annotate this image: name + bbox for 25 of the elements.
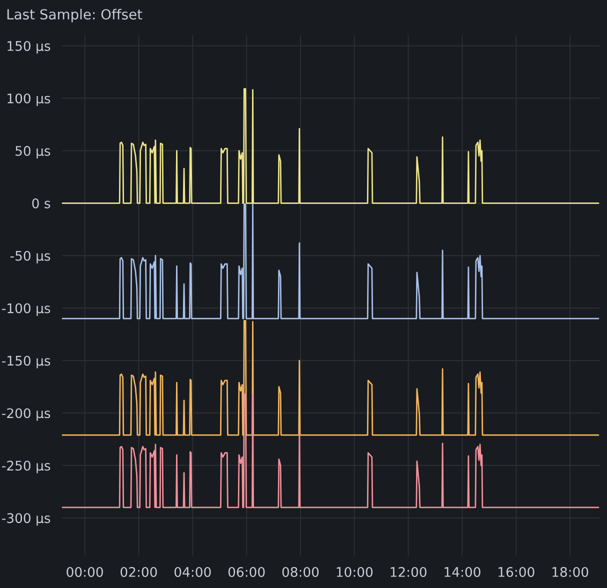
y-tick-label: -150 µs [2, 356, 50, 368]
y-tick-label: 50 µs [16, 146, 50, 158]
y-tick-label: -200 µs [2, 408, 50, 421]
y-tick-label: -250 µs [2, 460, 50, 474]
x-tick-label: 16:00 [498, 567, 534, 577]
y-tick-label: 100 µs [8, 93, 50, 106]
x-tick-label: 10:00 [336, 567, 373, 577]
chart-title: Last Sample: Offset [7, 8, 142, 22]
line-series [62, 88, 600, 204]
y-tick-label: -100 µs [2, 303, 50, 316]
line-series [62, 204, 600, 320]
y-tick-label: -50 µs [10, 250, 50, 264]
x-tick-label: 18:00 [552, 567, 588, 577]
line-series [62, 320, 600, 436]
x-tick-label: 00:00 [66, 567, 103, 577]
x-tick-label: 12:00 [390, 567, 426, 577]
x-tick-label: 02:00 [120, 567, 157, 577]
x-tick-label: 14:00 [444, 567, 480, 577]
y-tick-label: 150 µs [8, 40, 50, 54]
line-series [62, 393, 600, 508]
x-tick-label: 06:00 [228, 567, 265, 577]
y-tick-label: 0 s [32, 198, 50, 208]
x-tick-label: 08:00 [282, 567, 319, 577]
x-tick-label: 04:00 [174, 567, 211, 577]
y-tick-label: -300 µs [2, 513, 50, 526]
